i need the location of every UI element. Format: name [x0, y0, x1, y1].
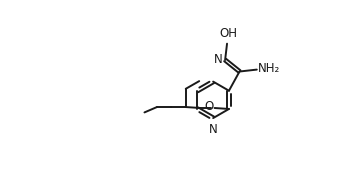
- Text: N: N: [209, 123, 218, 137]
- Text: N: N: [214, 53, 223, 65]
- Text: OH: OH: [219, 27, 237, 40]
- Text: NH₂: NH₂: [258, 62, 281, 75]
- Text: O: O: [204, 100, 214, 113]
